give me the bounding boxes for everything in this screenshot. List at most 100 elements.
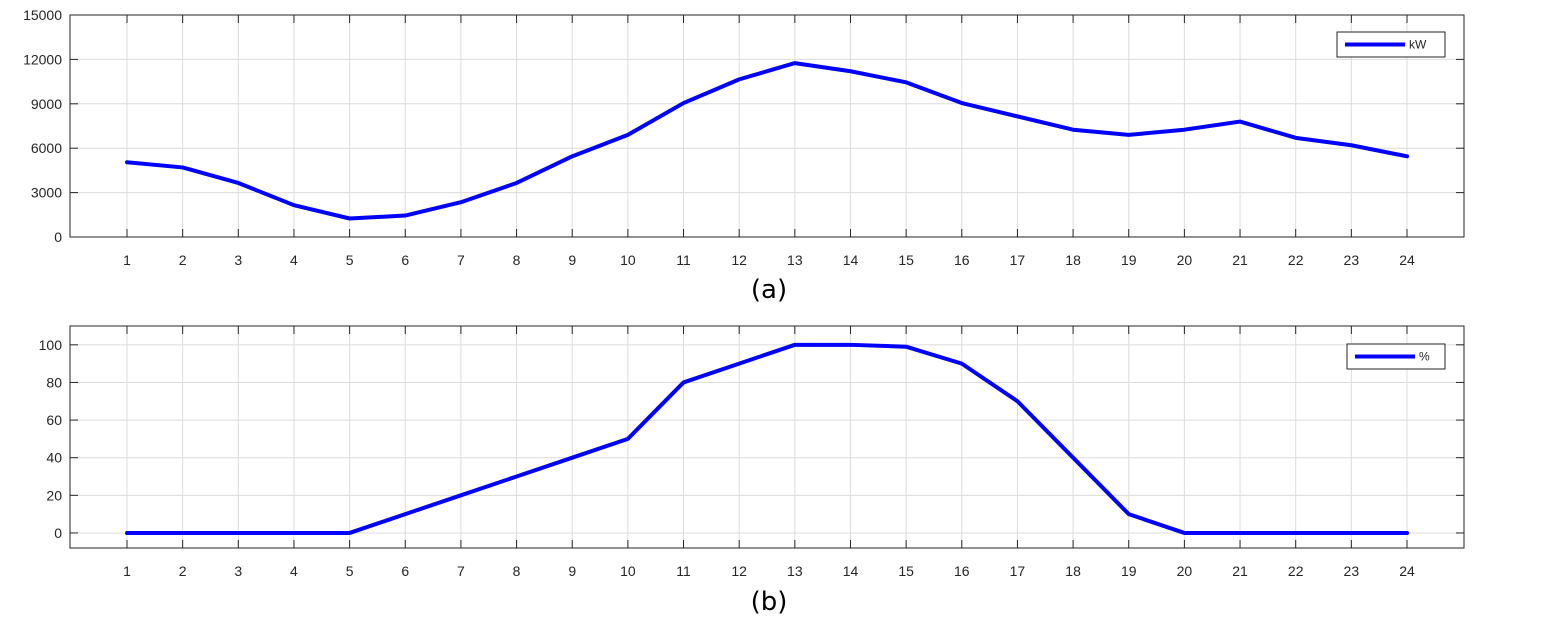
data-point [682,101,686,105]
x-tick-label: 3 [234,252,242,268]
data-point [1405,531,1409,535]
data-point [403,214,407,218]
x-tick-label: 3 [234,563,242,579]
data-point [793,61,797,65]
x-tick-label: 12 [731,252,747,268]
data-point [960,362,964,366]
data-point [904,345,908,349]
x-tick-label: 12 [731,563,747,579]
x-tick-label: 9 [568,252,576,268]
data-point [292,203,296,207]
x-tick-label: 22 [1288,563,1304,579]
y-tick-label: 60 [46,412,62,428]
data-point [904,80,908,84]
x-tick-label: 23 [1344,563,1360,579]
data-point [236,181,240,185]
x-tick-label: 8 [513,252,521,268]
data-point [1015,399,1019,403]
x-tick-label: 17 [1010,563,1026,579]
y-tick-label: 20 [46,487,62,503]
series-line-percent [125,342,1409,535]
x-tick-label: 6 [401,563,409,579]
data-point [1238,531,1242,535]
x-tick-label: 2 [179,563,187,579]
x-tick-label: 4 [290,563,298,579]
x-tick-label: 1 [123,252,131,268]
data-point [348,531,352,535]
data-point [292,531,296,535]
data-point [570,154,574,158]
x-tick-label: 18 [1065,563,1081,579]
x-tick-label: 7 [457,252,465,268]
data-point [1294,136,1298,140]
data-point [848,343,852,347]
data-point [626,437,630,441]
x-tick-label: 21 [1232,252,1248,268]
panel-caption: (b) [751,587,788,617]
axes-box [69,14,1465,238]
y-tick-label: 0 [54,229,62,245]
data-point [570,456,574,460]
x-tick-label: 19 [1121,252,1137,268]
data-point [682,380,686,384]
data-point [626,133,630,137]
x-tick-label: 10 [620,563,636,579]
x-tick-label: 4 [290,252,298,268]
y-tick-label: 6000 [31,140,62,156]
data-point [1182,531,1186,535]
data-point [181,531,185,535]
data-point [1349,531,1353,535]
x-tick-label: 6 [401,252,409,268]
legend-label: % [1419,350,1430,364]
x-tick-label: 15 [898,563,914,579]
data-point [125,160,129,164]
data-point [125,531,129,535]
x-tick-label: 20 [1177,252,1193,268]
y-tick-label: 12000 [23,51,62,67]
x-tick-label: 9 [568,563,576,579]
panel-b-line-chart: 1 2 3 4 5 6 7 8 9 10 11 12 13 14 15 16 17 18 19 20 21 22 23 240… [39,325,1465,617]
x-tick-label: 11 [676,252,691,268]
x-tick-label: 15 [898,252,914,268]
x-tick-label: 21 [1232,563,1248,579]
data-point [793,343,797,347]
y-tick-label: 9000 [31,96,62,112]
data-point [459,200,463,204]
data-point [737,362,741,366]
panel-a-line-chart: 1 2 3 4 5 6 7 8 9 10 11 12 13 14 15 16 17 18 19 20 21 22 23 240… [23,7,1465,305]
x-tick-label: 5 [346,252,354,268]
x-tick-label: 13 [787,563,803,579]
x-tick-label: 24 [1399,252,1415,268]
x-tick-label: 13 [787,252,803,268]
data-point [348,217,352,220]
x-tick-label: 16 [954,252,970,268]
x-tick-label: 16 [954,563,970,579]
data-point [459,493,463,497]
series-line-kW [125,61,1409,221]
x-tick-label: 24 [1399,563,1415,579]
x-tick-label: 23 [1344,252,1360,268]
x-tick-label: 11 [676,563,691,579]
x-tick-label: 18 [1065,252,1081,268]
y-tick-label: 80 [46,374,62,390]
data-point [1015,114,1019,118]
data-point [515,475,519,479]
data-point [403,512,407,516]
y-tick-label: 3000 [31,185,62,201]
data-point [737,77,741,81]
x-tick-label: 1 [123,563,131,579]
plot-area [70,326,1464,548]
x-tick-label: 19 [1121,563,1137,579]
plot-area [70,15,1464,237]
legend-label: kW [1409,38,1427,52]
x-tick-label: 2 [179,252,187,268]
x-tick-label: 14 [843,563,859,579]
data-point [515,181,519,185]
panel-caption: (a) [751,275,787,305]
y-tick-label: 0 [54,525,62,541]
x-tick-label: 5 [346,563,354,579]
data-point [181,165,185,169]
data-point [236,531,240,535]
data-point [1127,133,1131,137]
